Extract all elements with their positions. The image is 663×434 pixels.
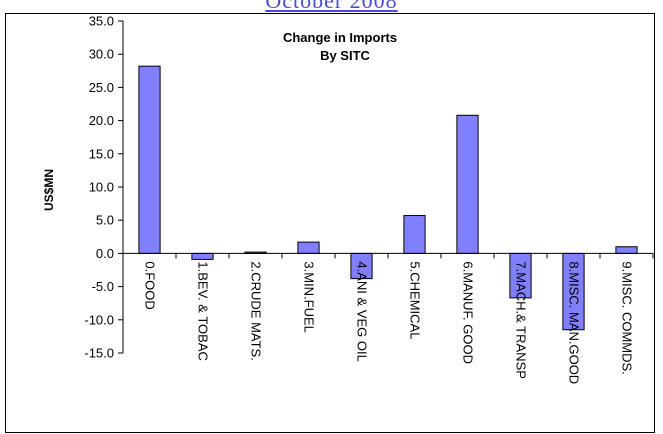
y-axis-label: US$MN xyxy=(42,169,56,211)
y-tick-label: -5.0 xyxy=(92,279,114,294)
bar-3 xyxy=(297,241,320,254)
x-tick-label: 7.MACH.& TRANSP xyxy=(514,261,529,379)
chart-title: Change in Imports xyxy=(283,30,397,45)
y-tick-label: 25.0 xyxy=(89,80,114,95)
chart-area: Change in Imports By SITC US$MN 35.0 30.0… xyxy=(5,13,655,433)
y-tick-label: 0.0 xyxy=(96,246,114,261)
y-tick-label: 20.0 xyxy=(89,113,114,128)
y-axis: 35.0 30.0 25.0 20.0 15.0 10.0 5.0 0.0 -5.0 -10.0 -… xyxy=(84,14,124,361)
bar-6 xyxy=(456,114,479,254)
y-tick-label: -15.0 xyxy=(84,346,114,361)
x-tick-label: 0.FOOD xyxy=(143,261,158,309)
y-tick-label: 30.0 xyxy=(89,47,114,62)
x-tick-label: 9.MISC. COMMDS. xyxy=(620,261,635,374)
y-tick-label: -10.0 xyxy=(84,312,114,327)
y-tick-label: 35.0 xyxy=(89,14,114,29)
x-tick-label: 5.CHEMICAL xyxy=(408,261,423,339)
bar-0 xyxy=(138,65,161,254)
y-tick-label: 5.0 xyxy=(96,213,114,228)
y-tick-label: 15.0 xyxy=(89,146,114,161)
x-tick-label: 1.BEV. & TOBAC xyxy=(196,261,211,360)
chart-subtitle: By SITC xyxy=(320,48,370,63)
chart: Change in Imports By SITC US$MN 35.0 30.0… xyxy=(42,14,654,384)
bar-9 xyxy=(615,246,638,254)
bars xyxy=(138,65,638,331)
x-tick-label: 3.MIN.FUEL xyxy=(302,261,317,333)
x-tick-label: 6.MANUF. GOOD xyxy=(461,261,476,364)
x-axis: 0.FOOD 1.BEV. & TOBAC 2.CRUDE MATS. 3.MIN.F… xyxy=(122,252,654,384)
y-tick-label: 10.0 xyxy=(89,180,114,195)
bar-5 xyxy=(403,215,426,254)
banner-title: October 2008 xyxy=(265,0,398,13)
x-tick-label: 8.MISC. MAN.GOOD xyxy=(567,261,582,384)
banner: October 2008 xyxy=(0,0,663,14)
bar-1 xyxy=(191,252,214,260)
x-tick-label: 4.ANI & VEG OIL xyxy=(355,261,370,361)
x-tick-label: 2.CRUDE MATS. xyxy=(249,261,264,360)
